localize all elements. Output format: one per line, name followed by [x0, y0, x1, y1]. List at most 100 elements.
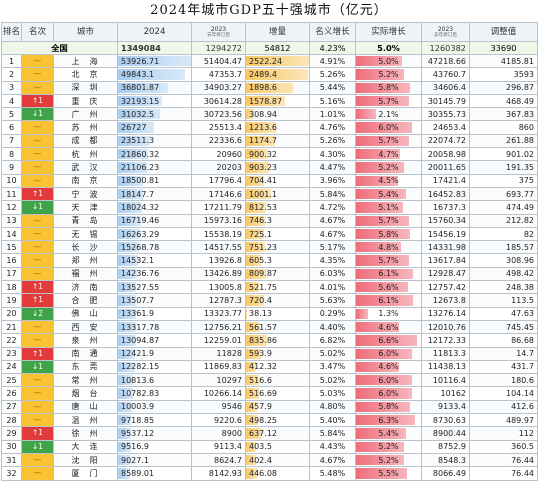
- real-growth-bar: [356, 56, 403, 67]
- adjust-value: 76.44: [469, 452, 538, 468]
- rank-same-badge: —: [22, 122, 53, 134]
- est-value: 34606.4: [421, 80, 470, 95]
- prev-value: 8142.93: [191, 466, 246, 481]
- adjust-value: 212.82: [469, 213, 538, 228]
- increase-cell: 1213.6: [245, 120, 310, 135]
- rank-same-badge: —: [22, 387, 53, 400]
- real-growth-cell: 6.0%: [355, 120, 422, 135]
- increase-cell: 2522.24: [245, 53, 310, 69]
- city-name: 徐州: [53, 426, 118, 441]
- nominal-growth: 5.84%: [309, 186, 356, 202]
- increase-value: 1898.6: [249, 83, 277, 93]
- table-row: 18 ↑1 济南 13527.55 13005.8 521.75 4.01% 5.6% 1275…: [1, 280, 538, 295]
- table-row: 13— 青岛 16719.46 15973.16 746.3 4.67% 5.7% 15760…: [1, 213, 538, 228]
- gdp-bar: [118, 202, 143, 213]
- rank-up-badge: ↑1: [22, 294, 53, 307]
- rank-same-badge: —: [22, 268, 53, 280]
- nominal-growth: 4.40%: [309, 319, 356, 335]
- real-growth-value: 5.7%: [378, 96, 399, 106]
- increase-cell: 521.75: [245, 280, 310, 295]
- rank-change-cell: —: [21, 53, 54, 69]
- gdp-value: 8589.01: [121, 468, 155, 478]
- rank-cell: 26: [1, 386, 22, 401]
- nominal-growth: 0.29%: [309, 306, 356, 321]
- rank-same-badge: —: [22, 321, 53, 333]
- est-value: 10162: [421, 386, 470, 401]
- increase-value: 1001.1: [249, 189, 277, 199]
- table-row: 28— 温州 9718.85 9220.6 498.25 5.40% 6.3% 8730.63…: [1, 413, 538, 428]
- header-change: 名次: [21, 22, 54, 42]
- nominal-growth: 5.03%: [309, 386, 356, 401]
- increase-cell: 903.23: [245, 160, 310, 175]
- real-growth-cell: 5.1%: [355, 200, 422, 215]
- nominal-growth: 4.67%: [309, 452, 356, 468]
- est-value: 8548.3: [421, 452, 470, 468]
- real-growth-value: 6.0%: [378, 349, 399, 359]
- rank-cell: 12: [1, 200, 22, 215]
- adjust-value: 468.49: [469, 93, 538, 109]
- rank-same-badge: —: [22, 161, 53, 174]
- table-row: 16— 郑州 14532.1 13926.8 605.3 4.35% 5.7% 13617.8…: [1, 253, 538, 268]
- est-value: 20058.98: [421, 147, 470, 162]
- increase-bar: [246, 321, 261, 333]
- est-value: 15760.34: [421, 213, 470, 228]
- real-growth-cell: 5.2%: [355, 160, 422, 175]
- rank-cell: 2: [1, 67, 22, 82]
- rank-cell: 28: [1, 413, 22, 428]
- est-value: 16452.83: [421, 186, 470, 202]
- real-growth-value: 5.4%: [378, 428, 399, 438]
- gdp-cell: 13527.55: [117, 280, 192, 295]
- nominal-growth: 6.03%: [309, 266, 356, 282]
- real-growth-bar: [356, 268, 413, 280]
- gdp-bar: [118, 428, 131, 439]
- rank-cell: 7: [1, 133, 22, 149]
- table-row: 11 ↑1 宁波 18147.7 17146.6 1001.1 5.84% 5.4% 16452…: [1, 186, 538, 202]
- gdp-value: 9718.85: [121, 415, 155, 425]
- header-gdp: 2024: [117, 22, 192, 42]
- real-growth-bar: [356, 361, 399, 373]
- increase-bar: [246, 202, 267, 213]
- est-value: 24653.4: [421, 120, 470, 135]
- table-row: 7— 成都 23511.3 22336.6 1174.7 5.26% 5.7% 22074.7…: [1, 133, 538, 149]
- real-growth-cell: 5.7%: [355, 133, 422, 149]
- gdp-value: 10003.9: [121, 402, 155, 412]
- rank-change-cell: ↓1: [21, 439, 54, 454]
- table-row: 14— 无锡 16263.29 15538.19 725.1 4.67% 5.8% 15456…: [1, 226, 538, 242]
- increase-cell: 1578.87: [245, 93, 310, 109]
- city-name: 广州: [53, 107, 118, 122]
- table-row: 29 ↑1 徐州 9537.12 8900 637.12 5.84% 5.4% 8900.44 1…: [1, 426, 538, 441]
- gdp-value: 31032.5: [121, 109, 155, 119]
- increase-cell: 308.94: [245, 107, 310, 122]
- national-adjust: 33690: [469, 41, 538, 55]
- gdp-bar: [118, 348, 135, 359]
- increase-value: 751.23: [249, 242, 277, 252]
- real-growth-value: 5.8%: [378, 229, 399, 239]
- real-growth-cell: 4.7%: [355, 147, 422, 162]
- real-growth-bar: [356, 415, 415, 426]
- gdp-bar: [118, 56, 191, 67]
- national-prev: 1294272: [191, 41, 246, 55]
- increase-bar: [246, 95, 286, 107]
- prev-value: 15538.19: [191, 226, 246, 242]
- rank-up-badge: ↑1: [22, 427, 53, 440]
- rank-down-badge: ↓1: [22, 108, 53, 120]
- nominal-growth: 5.84%: [309, 426, 356, 441]
- est-value: 12010.76: [421, 319, 470, 335]
- increase-value: 809.87: [249, 269, 277, 279]
- adjust-value: 360.5: [469, 439, 538, 454]
- increase-cell: 593.9: [245, 346, 310, 361]
- est-value: 17421.4: [421, 173, 470, 188]
- table-row: 22— 泉州 13094.87 12259.01 835.86 6.82% 6.6% 1217…: [1, 333, 538, 348]
- real-growth-value: 6.0%: [378, 123, 399, 133]
- nominal-growth: 4.67%: [309, 226, 356, 242]
- gdp-value: 9537.12: [121, 428, 155, 438]
- gdp-value: 14236.76: [121, 269, 160, 279]
- rank-same-badge: —: [22, 454, 53, 466]
- increase-bar: [246, 454, 257, 466]
- increase-bar: [246, 109, 254, 120]
- rank-cell: 4: [1, 93, 22, 109]
- city-name: 唐山: [53, 399, 118, 415]
- rank-change-cell: —: [21, 266, 54, 282]
- rank-change-cell: ↓1: [21, 107, 54, 122]
- real-growth-cell: 5.8%: [355, 399, 422, 415]
